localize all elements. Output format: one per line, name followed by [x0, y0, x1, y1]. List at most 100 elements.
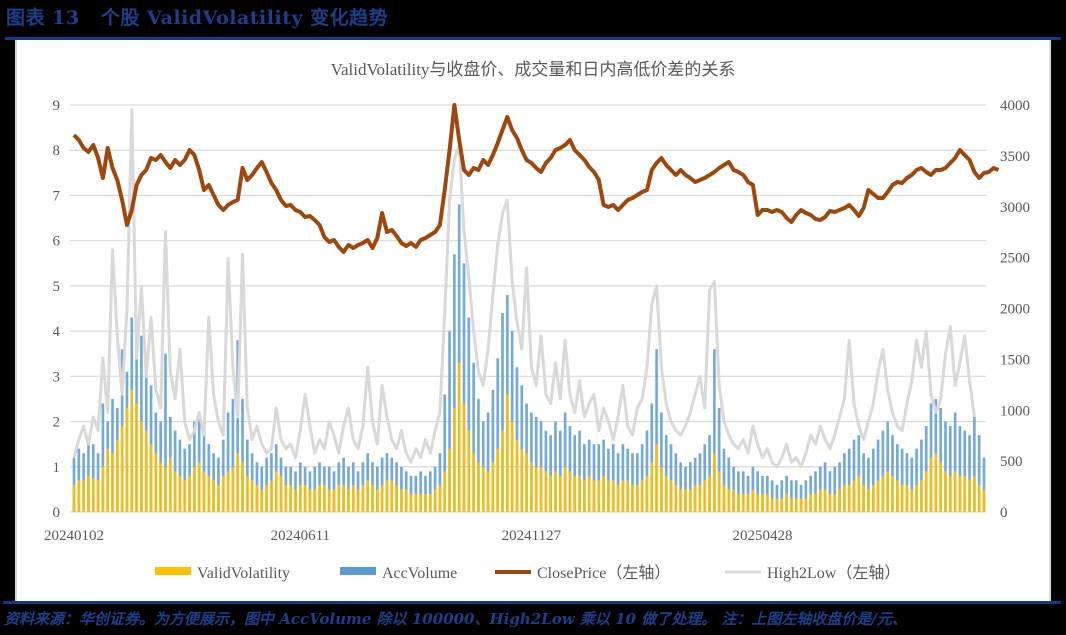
valid-volatility-bar — [737, 493, 740, 512]
left-tick-label: 5 — [53, 279, 61, 295]
acc-volume-bar — [660, 412, 663, 512]
valid-volatility-bar — [568, 471, 572, 512]
valid-volatility-bar — [549, 475, 552, 512]
x-tick-label: 20250428 — [733, 528, 793, 544]
valid-volatility-bar — [347, 489, 350, 512]
valid-volatility-bar — [116, 439, 119, 512]
acc-volume-bar — [862, 453, 865, 512]
acc-volume-bar — [790, 480, 793, 512]
valid-volatility-bar — [727, 489, 731, 512]
acc-volume-bar — [881, 430, 885, 512]
acc-volume-bar — [486, 412, 490, 512]
valid-volatility-bar — [818, 489, 822, 512]
valid-volatility-bar — [356, 489, 360, 512]
valid-volatility-bar — [732, 489, 735, 512]
acc-volume-bar — [91, 444, 95, 512]
valid-volatility-bar — [636, 484, 639, 512]
acc-volume-bar — [611, 444, 615, 512]
acc-volume-bar — [838, 462, 841, 512]
valid-volatility-bar — [178, 475, 182, 512]
valid-volatility-bar — [462, 403, 466, 512]
acc-volume-bar — [621, 444, 625, 512]
acc-volume-bar — [631, 453, 634, 512]
valid-volatility-bar — [592, 480, 596, 512]
valid-volatility-bar — [794, 498, 798, 512]
acc-volume-bar — [977, 435, 981, 512]
valid-volatility-bar — [804, 498, 808, 512]
valid-volatility-bar — [924, 471, 928, 512]
valid-volatility-bar — [741, 493, 745, 512]
valid-volatility-bar — [621, 480, 625, 512]
valid-volatility-bar — [424, 493, 427, 512]
valid-volatility-bar — [111, 453, 114, 512]
acc-volume-bar — [727, 457, 731, 512]
acc-volume-bar — [973, 417, 976, 512]
acc-volume-bar — [462, 263, 466, 512]
acc-volume-bar — [717, 407, 721, 512]
valid-volatility-bar — [308, 489, 312, 512]
left-tick-label: 8 — [53, 143, 61, 159]
valid-volatility-bar — [761, 493, 764, 512]
acc-volume-bar — [804, 480, 808, 512]
legend-label: High2Low（左轴） — [767, 564, 900, 582]
right-tick-label: 3500 — [1000, 149, 1030, 165]
valid-volatility-bar — [684, 489, 687, 512]
valid-volatility-bar — [934, 453, 938, 512]
valid-volatility-bar — [554, 471, 557, 512]
valid-volatility-bar — [510, 421, 514, 512]
valid-volatility-bar — [833, 493, 837, 512]
valid-volatility-bar — [713, 453, 716, 512]
left-tick-label: 0 — [53, 505, 61, 521]
acc-volume-bar — [246, 439, 249, 512]
x-tick-label: 20240102 — [44, 528, 104, 544]
valid-volatility-bar — [207, 475, 211, 512]
valid-volatility-bar — [342, 484, 345, 512]
valid-volatility-bar — [780, 498, 784, 512]
valid-volatility-bar — [303, 484, 307, 512]
valid-volatility-bar — [140, 421, 143, 512]
valid-volatility-bar — [602, 475, 605, 512]
valid-volatility-bar — [221, 475, 225, 512]
valid-volatility-bar — [756, 493, 760, 512]
acc-volume-bar — [491, 389, 495, 512]
legend-swatch — [155, 567, 191, 575]
valid-volatility-bar — [843, 484, 846, 512]
valid-volatility-bar — [660, 466, 663, 512]
acc-volume-bar — [558, 430, 562, 512]
valid-volatility-bar — [698, 484, 702, 512]
right-tick-label: 0 — [1000, 505, 1008, 521]
valid-volatility-bar — [168, 457, 172, 512]
valid-volatility-bar — [857, 475, 861, 512]
acc-volume-bar — [713, 349, 716, 512]
acc-volume-bar — [698, 453, 702, 512]
valid-volatility-bar — [457, 362, 461, 512]
valid-volatility-bar — [284, 484, 288, 512]
right-tick-label: 1500 — [1000, 352, 1030, 368]
valid-volatility-bar — [525, 453, 528, 512]
legend-label: AccVolume — [382, 565, 457, 582]
valid-volatility-bar — [703, 480, 707, 512]
acc-volume-bar — [597, 444, 601, 512]
x-tick-label: 20241127 — [502, 528, 562, 544]
valid-volatility-bar — [963, 475, 967, 512]
valid-volatility-bar — [799, 498, 803, 512]
acc-volume-bar — [756, 471, 760, 512]
legend-label: ValidVolatility — [197, 565, 290, 582]
acc-volume-bar — [616, 453, 620, 512]
acc-volume-bar — [867, 457, 870, 512]
acc-volume-bar — [737, 471, 740, 512]
valid-volatility-bar — [241, 462, 244, 512]
valid-volatility-bar — [419, 493, 422, 512]
valid-volatility-bar — [96, 480, 100, 512]
valid-volatility-bar — [688, 489, 692, 512]
valid-volatility-bar — [395, 484, 398, 512]
valid-volatility-bars — [72, 362, 986, 512]
valid-volatility-bar — [414, 493, 418, 512]
valid-volatility-bar — [501, 430, 504, 512]
valid-volatility-bar — [722, 484, 726, 512]
valid-volatility-bar — [838, 489, 841, 512]
valid-volatility-bar — [515, 439, 519, 512]
valid-volatility-bar — [958, 475, 962, 512]
valid-volatility-bar — [876, 480, 880, 512]
